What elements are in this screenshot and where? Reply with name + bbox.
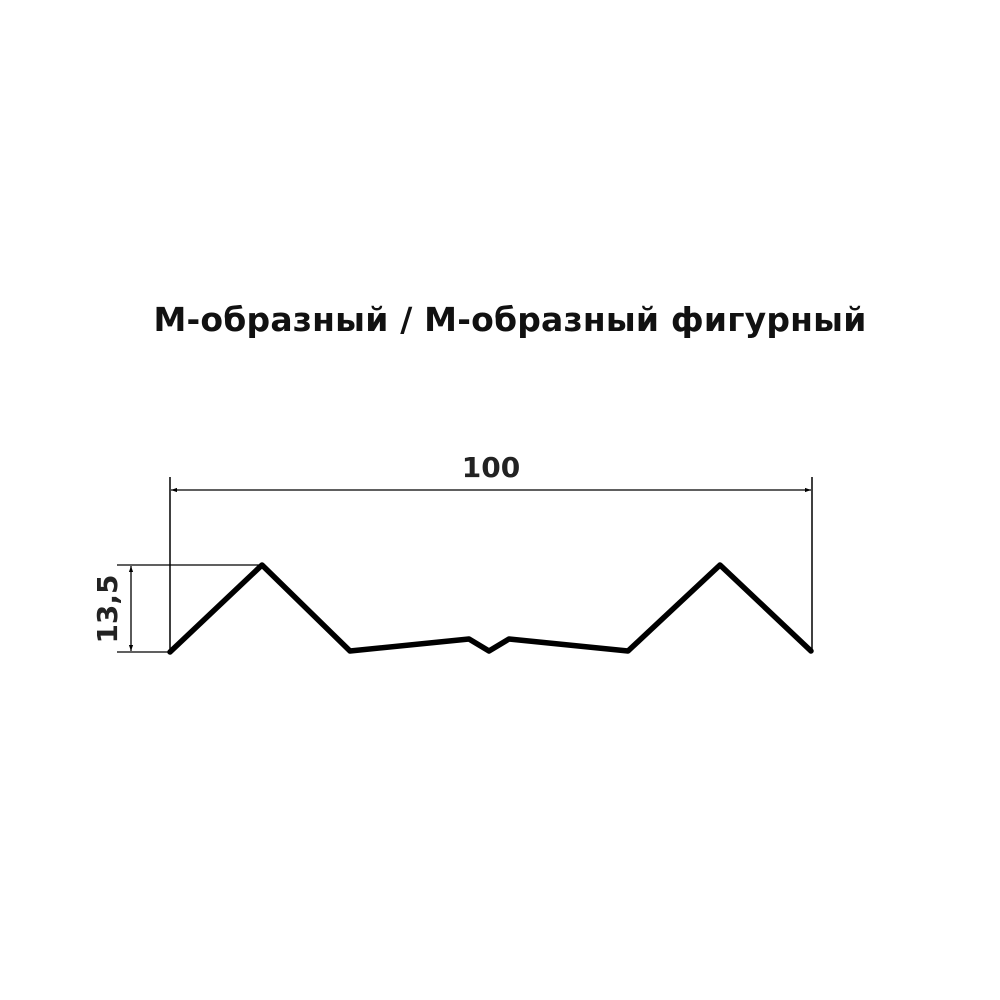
diagram-title: М-образный / М-образный фигурный <box>153 300 867 339</box>
height-label: 13,5 <box>91 574 124 643</box>
width-label: 100 <box>462 451 520 484</box>
profile-outline <box>167 562 814 655</box>
